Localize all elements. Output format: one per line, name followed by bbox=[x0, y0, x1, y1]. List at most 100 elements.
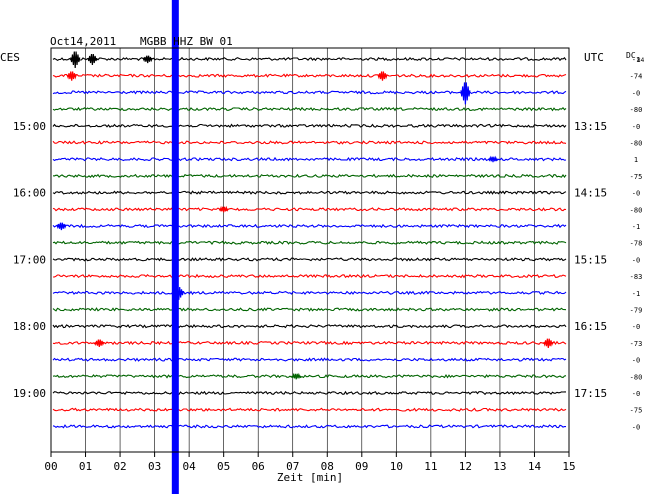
trace-line bbox=[52, 123, 567, 129]
dc-label: DC bbox=[626, 51, 636, 60]
trace-line bbox=[52, 257, 567, 262]
x-tick-label: 09 bbox=[355, 460, 368, 473]
x-tick-label: 11 bbox=[424, 460, 437, 473]
plot-frame bbox=[50, 47, 570, 453]
trace-line bbox=[52, 357, 567, 362]
event-burst bbox=[87, 53, 98, 66]
x-tick-label: 15 bbox=[562, 460, 575, 473]
trace-offset-label: -0 bbox=[632, 423, 640, 431]
trace-offset-label: -0 bbox=[632, 123, 640, 131]
x-tick-label: 10 bbox=[390, 460, 403, 473]
trace-line bbox=[52, 240, 567, 245]
trace-line bbox=[52, 173, 567, 179]
event-burst bbox=[377, 71, 388, 81]
trace-offset-label: -0 bbox=[632, 89, 640, 97]
event-burst bbox=[218, 205, 229, 213]
trace-line bbox=[52, 73, 567, 78]
right-hour-label: 14:15 bbox=[574, 187, 607, 200]
trace-offset-label: -75 bbox=[630, 407, 643, 415]
x-tick-label: 01 bbox=[79, 460, 92, 473]
trace-offset-label: -80 bbox=[630, 106, 643, 114]
trace-line bbox=[52, 56, 567, 62]
event-burst bbox=[66, 71, 77, 81]
x-tick-label: 05 bbox=[217, 460, 230, 473]
right-hour-label: 15:15 bbox=[574, 253, 607, 266]
event-burst bbox=[543, 338, 554, 348]
right-hour-labels: 13:15 14:15 15:15 16:15 17:15 bbox=[574, 120, 607, 400]
trace-line bbox=[52, 390, 566, 396]
trace-offset-label: -80 bbox=[630, 373, 643, 381]
event-burst bbox=[70, 51, 81, 69]
trace-offset-label: -0 bbox=[632, 190, 640, 198]
trace-line bbox=[52, 156, 567, 162]
header-station: MGBB HHZ BW 01 bbox=[140, 35, 233, 48]
trace-line bbox=[52, 207, 567, 212]
left-hour-label: 16:00 bbox=[13, 187, 46, 200]
trace-offset-label: -0 bbox=[632, 357, 640, 365]
trace-offset-label: -1 bbox=[632, 223, 640, 231]
trace-line bbox=[52, 374, 567, 379]
left-timezone-label: CES bbox=[0, 51, 20, 64]
trace-line bbox=[52, 273, 567, 279]
x-tick-label: 07 bbox=[286, 460, 299, 473]
left-hour-label: 18:00 bbox=[13, 320, 46, 333]
minute-grid bbox=[50, 48, 570, 452]
seismic-traces bbox=[52, 56, 567, 429]
x-tick-label: 13 bbox=[493, 460, 506, 473]
trace-line bbox=[52, 424, 566, 429]
trace-line bbox=[52, 340, 567, 346]
event-burst bbox=[291, 372, 302, 380]
x-tick-label: 08 bbox=[321, 460, 334, 473]
trace-offset-label: -73 bbox=[630, 340, 643, 348]
right-hour-label: 17:15 bbox=[574, 387, 607, 400]
trace-offset-label: -79 bbox=[630, 307, 643, 315]
left-hour-label: 19:00 bbox=[13, 387, 46, 400]
trace-line bbox=[52, 307, 567, 312]
event-burst bbox=[142, 55, 153, 64]
right-hour-label: 16:15 bbox=[574, 320, 607, 333]
trace-line bbox=[52, 106, 567, 112]
x-tick-label: 00 bbox=[44, 460, 57, 473]
x-axis-label: Zeit [min] bbox=[277, 471, 343, 484]
x-tick-label: 03 bbox=[148, 460, 161, 473]
event-burst bbox=[460, 82, 471, 105]
trace-offset-label: -1 bbox=[632, 56, 640, 64]
trace-line bbox=[52, 223, 567, 229]
left-hour-label: 15:00 bbox=[13, 120, 46, 133]
right-timezone-label: UTC bbox=[584, 51, 604, 64]
trace-offset-label: -80 bbox=[630, 140, 643, 148]
left-hour-labels: 15:00 16:00 17:00 18:00 19:00 bbox=[13, 120, 46, 400]
trace-offset-label: -78 bbox=[630, 240, 643, 248]
left-hour-label: 17:00 bbox=[13, 253, 46, 266]
trace-offset-labels: -1 -74 -0 -80 -0 -80 1 -75 -0 -80 -1 -78 -0 -83 -1 -79 -… bbox=[630, 56, 643, 431]
event-burst bbox=[56, 222, 67, 231]
seismic-events bbox=[56, 51, 554, 380]
header-date: Oct14,2011 bbox=[50, 35, 116, 48]
trace-offset-label: -80 bbox=[630, 206, 643, 214]
event-burst bbox=[487, 155, 499, 163]
trace-offset-label: -74 bbox=[630, 73, 643, 81]
trace-offset-label: -1 bbox=[632, 290, 640, 298]
trace-line bbox=[52, 324, 567, 329]
trace-line bbox=[52, 190, 567, 195]
trace-offset-label: -0 bbox=[632, 390, 640, 398]
x-tick-label: 04 bbox=[183, 460, 197, 473]
event-burst bbox=[94, 339, 105, 347]
trace-line bbox=[52, 90, 567, 95]
trace-offset-label: 1 bbox=[634, 156, 638, 164]
right-hour-label: 13:15 bbox=[574, 120, 607, 133]
dc-value: 84 bbox=[637, 57, 645, 64]
trace-offset-label: -75 bbox=[630, 173, 643, 181]
x-tick-label: 06 bbox=[252, 460, 265, 473]
trace-offset-label: -0 bbox=[632, 323, 640, 331]
trace-line bbox=[52, 140, 567, 145]
x-axis-ticks: 00 01 02 03 04 05 06 07 08 09 10 11 12 13 14 15 bbox=[44, 452, 576, 473]
x-tick-label: 02 bbox=[113, 460, 126, 473]
trace-offset-label: -0 bbox=[632, 256, 640, 264]
trace-offset-label: -83 bbox=[630, 273, 643, 281]
trace-line bbox=[52, 290, 567, 296]
time-marker bbox=[171, 0, 179, 494]
x-tick-label: 12 bbox=[459, 460, 472, 473]
